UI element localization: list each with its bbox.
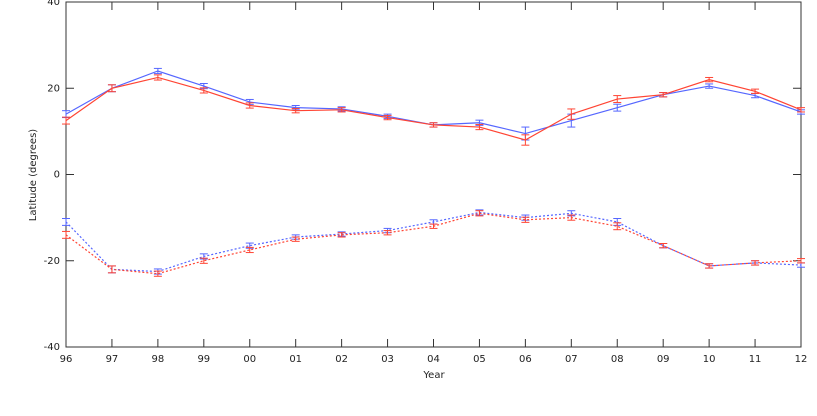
x-tick-label: 02 bbox=[335, 354, 348, 365]
error-bar bbox=[521, 216, 530, 223]
x-tick-label: 98 bbox=[152, 354, 165, 365]
error-bar bbox=[245, 102, 254, 109]
error-bar bbox=[521, 134, 530, 146]
error-bar bbox=[291, 236, 300, 242]
error-bar bbox=[613, 222, 622, 231]
x-tick-label: 10 bbox=[703, 354, 716, 365]
x-tick-label: 12 bbox=[795, 354, 808, 365]
x-axis-label: Year bbox=[422, 370, 445, 381]
error-bar bbox=[659, 92, 668, 98]
x-tick-label: 05 bbox=[473, 354, 486, 365]
error-bar bbox=[337, 107, 346, 113]
y-tick-label: -40 bbox=[44, 342, 60, 353]
error-bar bbox=[429, 219, 438, 225]
error-bar bbox=[613, 103, 622, 112]
error-bar bbox=[153, 270, 162, 277]
y-tick-label: 20 bbox=[47, 83, 60, 94]
error-bar bbox=[429, 223, 438, 229]
series-line bbox=[65, 76, 802, 141]
error-bar bbox=[107, 84, 116, 93]
error-bar bbox=[429, 122, 438, 128]
y-tick-label: -20 bbox=[44, 256, 60, 267]
x-tick-label: 04 bbox=[427, 354, 440, 365]
error-bar bbox=[62, 116, 70, 125]
error-bar bbox=[613, 95, 622, 103]
error-bar bbox=[475, 123, 484, 131]
y-axis-label: Latitude (degrees) bbox=[28, 129, 39, 221]
error-bar bbox=[62, 110, 70, 119]
error-bar bbox=[659, 243, 668, 249]
x-tick-label: 00 bbox=[243, 354, 256, 365]
error-bar bbox=[62, 230, 70, 239]
error-bar bbox=[383, 230, 392, 236]
error-bar bbox=[475, 210, 484, 217]
x-tick-label: 03 bbox=[381, 354, 394, 365]
error-bar bbox=[751, 260, 760, 266]
error-bar bbox=[797, 262, 805, 268]
error-bar bbox=[797, 258, 805, 264]
x-tick-label: 96 bbox=[60, 354, 73, 365]
y-tick-label: 0 bbox=[54, 170, 60, 181]
error-bar bbox=[751, 88, 760, 94]
error-bar bbox=[153, 67, 162, 75]
x-tick-label: 99 bbox=[197, 354, 210, 365]
x-tick-label: 01 bbox=[289, 354, 302, 365]
error-bar bbox=[199, 87, 208, 94]
error-bar bbox=[567, 108, 576, 120]
error-bar bbox=[153, 74, 162, 81]
x-tick-label: 11 bbox=[749, 354, 762, 365]
error-bar bbox=[107, 265, 116, 274]
x-tick-label: 08 bbox=[611, 354, 624, 365]
error-bar bbox=[705, 83, 714, 89]
x-tick-label: 97 bbox=[106, 354, 119, 365]
error-bar bbox=[705, 263, 714, 269]
x-tick-label: 09 bbox=[657, 354, 670, 365]
error-bar bbox=[245, 246, 254, 254]
error-bar bbox=[199, 257, 208, 264]
y-tick-label: 40 bbox=[47, 0, 60, 8]
plot-frame bbox=[65, 1, 802, 348]
error-bar bbox=[383, 114, 392, 121]
error-bar bbox=[62, 217, 70, 226]
x-tick-label: 06 bbox=[519, 354, 532, 365]
error-bar bbox=[705, 76, 714, 83]
error-bar bbox=[567, 214, 576, 221]
x-tick-label: 07 bbox=[565, 354, 578, 365]
error-bar bbox=[291, 108, 300, 114]
error-bar bbox=[337, 232, 346, 238]
error-bar bbox=[797, 107, 805, 113]
